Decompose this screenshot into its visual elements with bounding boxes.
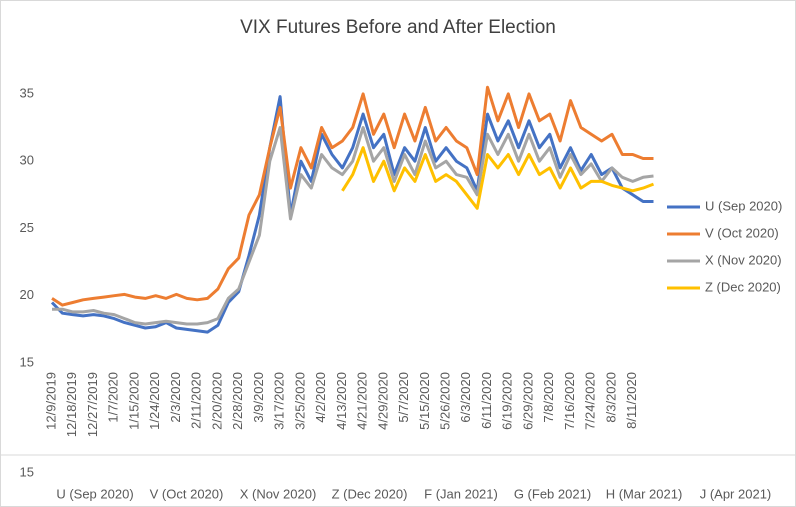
x-tick-label: 8/3/2020: [603, 372, 618, 423]
legend-label: U (Sep 2020): [705, 198, 782, 213]
y-tick-label: 35: [20, 85, 34, 100]
x-tick-label: X (Nov 2020): [240, 486, 317, 501]
x-tick-label: 6/11/2020: [479, 372, 494, 429]
x-tick-label: 1/24/2020: [147, 372, 162, 430]
x-tick-label: 3/17/2020: [272, 372, 287, 430]
x-tick-label: Z (Dec 2020): [332, 486, 408, 501]
x-tick-label: J (Apr 2021): [700, 486, 772, 501]
x-tick-label: 2/11/2020: [189, 372, 204, 429]
x-tick-label: 6/29/2020: [520, 372, 535, 430]
y-tick-label: 20: [20, 287, 34, 302]
x-tick-label: 1/7/2020: [106, 372, 121, 423]
x-tick-label: 2/28/2020: [230, 372, 245, 430]
x-tick-label: 4/13/2020: [334, 372, 349, 430]
x-tick-label: 4/29/2020: [375, 372, 390, 430]
x-tick-label: 7/16/2020: [562, 372, 577, 430]
x-tick-label: 7/24/2020: [583, 372, 598, 430]
series-line: [52, 126, 654, 326]
x-tick-label: 2/3/2020: [168, 372, 183, 423]
x-tick-label: 3/9/2020: [251, 372, 266, 423]
legend-label: V (Oct 2020): [705, 225, 779, 240]
x-tick-label: 5/26/2020: [437, 372, 452, 430]
x-tick-label: 2/20/2020: [209, 372, 224, 430]
x-tick-label: 4/21/2020: [355, 372, 370, 430]
x-tick-label: 6/3/2020: [458, 372, 473, 423]
x-tick-label: H (Mar 2021): [606, 486, 683, 501]
x-tick-label: F (Jan 2021): [424, 486, 498, 501]
x-tick-label: 7/8/2020: [541, 372, 556, 423]
series-line: [341, 146, 655, 210]
x-tick-label: 12/27/2019: [85, 372, 100, 437]
legend-label: Z (Dec 2020): [705, 279, 781, 294]
x-tick-label: 12/9/2019: [43, 372, 58, 430]
y-tick-label: 30: [20, 153, 34, 168]
legend-label: X (Nov 2020): [705, 252, 782, 267]
x-tick-label: 3/25/2020: [292, 372, 307, 430]
x-tick-label: 12/18/2019: [64, 372, 79, 437]
x-tick-label: 8/11/2020: [624, 372, 639, 429]
x-tick-label: G (Feb 2021): [514, 486, 591, 501]
x-tick-label: V (Oct 2020): [150, 486, 224, 501]
x-tick-label: 6/19/2020: [500, 372, 515, 430]
series-line: [51, 85, 654, 307]
y-tick-label: 15: [20, 354, 34, 369]
x-tick-label: 1/15/2020: [126, 372, 141, 430]
x-tick-label: 5/7/2020: [396, 372, 411, 423]
x-tick-label: 4/2/2020: [313, 372, 328, 423]
x-tick-label: U (Sep 2020): [56, 486, 133, 501]
series-line: [50, 95, 654, 334]
y-tick-label: 25: [20, 220, 34, 235]
chart-title: VIX Futures Before and After Election: [240, 17, 556, 38]
x-tick-label: 5/15/2020: [417, 372, 432, 430]
y-tick-label: 15: [20, 464, 34, 479]
